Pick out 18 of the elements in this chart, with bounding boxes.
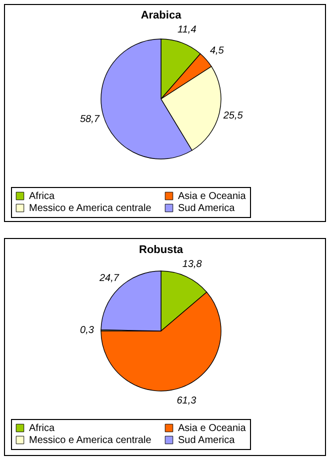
- data-label: 11,4: [178, 24, 197, 36]
- data-label: 25,5: [222, 110, 244, 122]
- legend-label: Messico e America centrale: [29, 203, 152, 214]
- legend-label: Asia e Oceania: [178, 423, 246, 434]
- legend-label: Africa: [29, 191, 55, 202]
- data-label: 4,5: [210, 46, 224, 57]
- legend-label: Sud America: [178, 203, 236, 214]
- data-label: 24,7: [98, 273, 120, 284]
- data-label: 13,8: [182, 258, 202, 270]
- data-label: 0,3: [80, 325, 94, 336]
- chart-title: Arabica: [140, 10, 182, 22]
- legend-label: Asia e Oceania: [178, 191, 246, 202]
- legend-label: Africa: [29, 423, 55, 434]
- data-label: 58,7: [80, 114, 100, 125]
- legend-label: Sud America: [178, 435, 236, 446]
- legend-label: Messico e America centrale: [29, 435, 152, 446]
- data-label: 61,3: [176, 395, 197, 406]
- chart-title: Robusta: [139, 244, 184, 256]
